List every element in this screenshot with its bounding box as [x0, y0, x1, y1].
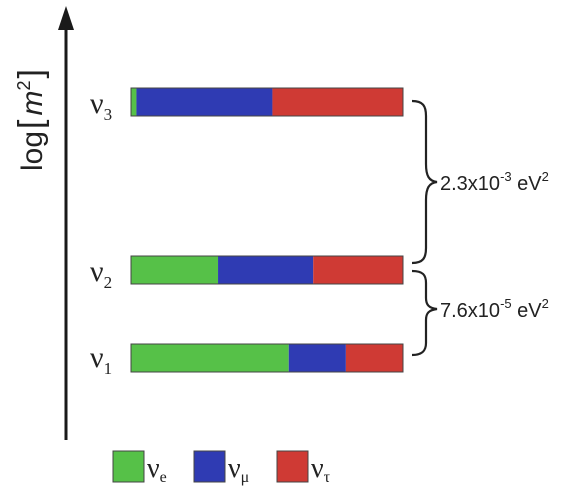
bar-segment-nu2-nu-tau	[313, 256, 403, 284]
y-axis-arrowhead	[58, 6, 74, 30]
legend-swatch-nu-tau	[276, 450, 309, 483]
mass-state-label-3: ν3	[90, 87, 112, 124]
bar-segment-nu1-nu-tau	[345, 344, 403, 372]
legend-label-nu-mu: νμ	[228, 453, 249, 486]
mass-state-labels: ν3 ν2 ν1	[90, 87, 112, 378]
y-axis-label: log[m2]	[12, 69, 50, 171]
bar-segment-nu2-nu-mu	[218, 256, 314, 284]
bar-outline-nu2	[130, 255, 404, 285]
bar-segment-nu3-nu-tau	[272, 88, 403, 116]
mass-state-label-1: ν1	[90, 341, 112, 378]
bar-segment-nu3-nu-mu	[136, 88, 273, 116]
legend: νe νμ ντ	[112, 450, 331, 486]
brace-solar	[411, 269, 438, 357]
mass-state-bars	[130, 87, 404, 373]
bar-segment-nu1-nu-mu	[288, 344, 346, 372]
legend-label-nu-tau: ντ	[311, 453, 331, 486]
legend-swatch-nu-mu	[193, 450, 226, 483]
bar-segment-nu3-nu-e	[131, 88, 137, 116]
bar-outline-nu3	[130, 87, 404, 117]
bar-segment-nu1-nu-e	[131, 344, 289, 372]
axis-label-m: m	[16, 90, 49, 115]
bar-outline-nu1	[130, 343, 404, 373]
brace-atmospheric	[411, 99, 438, 265]
splitting-label-atmospheric: 2.3x10-3 eV2	[440, 169, 549, 195]
splitting-label-solar: 7.6x10-5 eV2	[440, 296, 549, 322]
axis-label-log: log	[16, 131, 49, 171]
legend-label-nu-e: νe	[147, 453, 167, 486]
mass-state-label-2: ν2	[90, 255, 112, 292]
legend-swatch-nu-e	[112, 450, 145, 483]
axis-label-exp: 2	[14, 80, 34, 90]
bar-segment-nu2-nu-e	[131, 256, 219, 284]
svg-text:log[m2]: log[m2]	[12, 69, 50, 171]
